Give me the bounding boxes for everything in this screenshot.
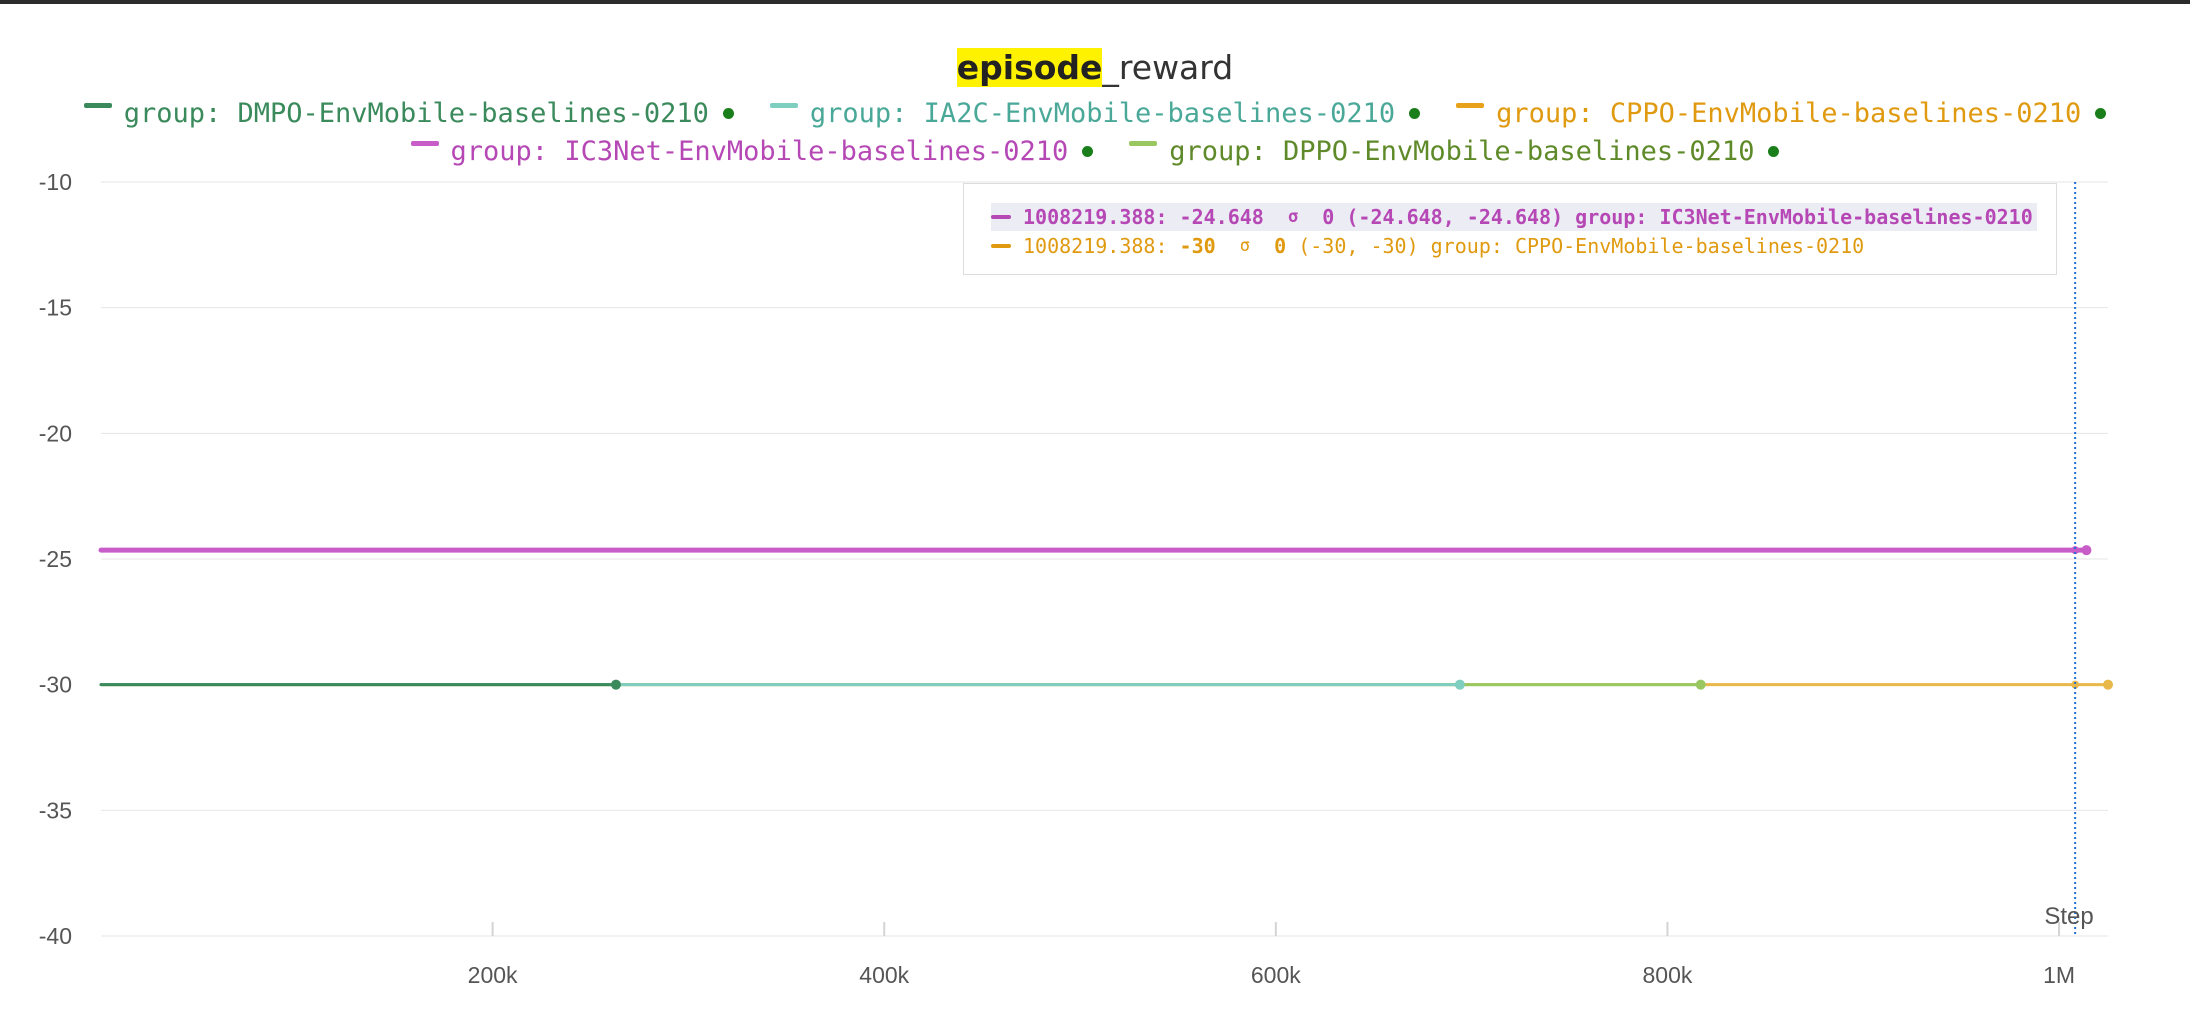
y-tick-label: -40 [39, 923, 72, 949]
window-top-bar [0, 0, 2190, 4]
series-end-point [2103, 679, 2113, 690]
legend-item-ic3net[interactable]: group: IC3Net-EnvMobile-baselines-0210 [410, 136, 1094, 167]
legend-visibility-dot-icon[interactable] [1409, 108, 1421, 119]
tooltip-row-cppo: 1008219.388: -30 σ 0 (-30, -30) group: C… [991, 234, 1864, 258]
legend-item-cppo[interactable]: group: CPPO-EnvMobile-baselines-0210 [1456, 98, 2107, 129]
tick-layer: -10 -15 -20 -25 -30 -35 -40 200k 400k 600k 800k 1M [39, 169, 2075, 988]
legend-swatch-cppo [1456, 103, 1485, 108]
series-end-point [1695, 679, 1706, 690]
legend-item-ia2c[interactable]: group: IA2C-EnvMobile-baselines-0210 [769, 98, 1421, 129]
tooltip-sigma: σ [1239, 236, 1251, 256]
chart-title: episode_reward [0, 48, 2190, 87]
legend-swatch-ic3net [410, 141, 439, 146]
series-end-point [1454, 679, 1465, 690]
y-tick-label: -20 [39, 420, 72, 446]
tooltip-sigma: σ [1287, 207, 1299, 227]
tooltip-row-ic3net: 1008219.388: -24.648 σ 0 (-24.648, -24.6… [991, 203, 2037, 231]
legend-label-cppo: group: CPPO-EnvMobile-baselines-0210 [1496, 98, 2082, 129]
legend-row-2: group: IC3Net-EnvMobile-baselines-0210 g… [0, 136, 2190, 167]
tooltip-value: -30 [1179, 234, 1216, 258]
legend-visibility-dot-icon[interactable] [2095, 108, 2107, 119]
tooltip-group: group: CPPO-EnvMobile-baselines-0210 [1430, 234, 1865, 258]
title-highlight: episode [956, 48, 1103, 87]
x-tick-label: 800k [1643, 962, 1693, 988]
x-axis-label: Step [2044, 903, 2093, 930]
legend-label-dppo: group: DPPO-EnvMobile-baselines-0210 [1169, 136, 1755, 167]
legend-visibility-dot-icon[interactable] [1768, 146, 1780, 157]
y-tick-label: -10 [39, 169, 72, 195]
tooltip-step: 1008219.388: [1023, 234, 1168, 258]
hover-point [2071, 546, 2080, 555]
tooltip-range: (-30, -30) [1298, 234, 1419, 258]
y-tick-label: -30 [39, 672, 72, 698]
tooltip-sigma-value: 0 [1274, 234, 1287, 258]
y-tick-label: -15 [39, 295, 72, 321]
hover-tooltip: 1008219.388: -24.648 σ 0 (-24.648, -24.6… [963, 183, 2057, 275]
legend-swatch-dppo [1129, 141, 1158, 146]
series-end-point [610, 679, 621, 690]
x-tick-label: 400k [859, 962, 909, 988]
legend-label-dmpo: group: DMPO-EnvMobile-baselines-0210 [123, 98, 709, 129]
tooltip-step: 1008219.388: [1023, 205, 1168, 229]
legend-visibility-dot-icon[interactable] [1082, 146, 1094, 157]
series-layer [98, 545, 2113, 690]
x-tick-label: 200k [468, 962, 518, 988]
legend-item-dppo[interactable]: group: DPPO-EnvMobile-baselines-0210 [1129, 136, 1780, 167]
legend-label-ic3net: group: IC3Net-EnvMobile-baselines-0210 [450, 136, 1069, 167]
tooltip-swatch-cppo [991, 244, 1011, 248]
legend-item-dmpo[interactable]: group: DMPO-EnvMobile-baselines-0210 [83, 98, 734, 129]
legend-swatch-ia2c [769, 103, 798, 108]
tooltip-range: (-24.648, -24.648) [1346, 205, 1564, 229]
legend-label-ia2c: group: IA2C-EnvMobile-baselines-0210 [809, 98, 1396, 129]
tooltip-value: -24.648 [1179, 205, 1264, 229]
hover-point [2071, 680, 2080, 689]
x-tick-label: 1M [2043, 962, 2075, 988]
title-rest: _reward [1102, 48, 1234, 87]
grid-layer [101, 181, 2108, 937]
x-tick-label: 600k [1251, 962, 1301, 988]
tooltip-sigma-value: 0 [1322, 205, 1335, 229]
tooltip-swatch-ic3net [991, 215, 1011, 219]
series-end-point [2081, 545, 2092, 556]
legend-swatch-dmpo [83, 103, 112, 108]
legend-row-1: group: DMPO-EnvMobile-baselines-0210 gro… [0, 98, 2190, 129]
y-tick-label: -35 [39, 797, 72, 823]
y-tick-label: -25 [39, 546, 72, 572]
tooltip-group: group: IC3Net-EnvMobile-baselines-0210 [1575, 205, 2033, 229]
legend-visibility-dot-icon[interactable] [722, 108, 734, 119]
